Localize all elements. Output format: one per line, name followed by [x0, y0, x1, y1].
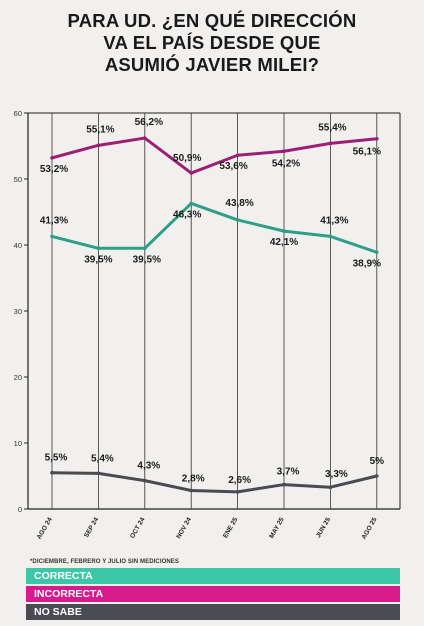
series-line-0: [50, 201, 379, 254]
series-2-label-3: 2,8%: [182, 474, 205, 485]
series-0-point-3: [189, 201, 193, 206]
series-1-point-6: [328, 141, 333, 146]
series-2-point-7: [375, 474, 379, 478]
series-0-point-6: [328, 234, 333, 239]
title-line-2: VA EL PAÍS DESDE QUE: [103, 32, 321, 53]
y-tick-label-40: 40: [14, 241, 22, 250]
series-2-label-5: 3,7%: [277, 467, 300, 478]
series-line-1: [50, 136, 379, 175]
series-line-2: [50, 471, 379, 494]
legend-incorrecta: INCORRECTA: [26, 586, 400, 602]
series-2-point-2: [143, 478, 147, 483]
y-tick-label-50: 50: [14, 175, 22, 184]
x-tick-label-1: SEP 24: [83, 516, 100, 539]
series-0-label-6: 41,3%: [320, 215, 348, 226]
series-2-label-2: 4,3%: [137, 461, 160, 472]
legend-no-sabe: NO SABE: [26, 604, 400, 620]
series-0-label-0: 41,3%: [40, 215, 68, 226]
legend: CORRECTA INCORRECTA NO SABE: [26, 568, 400, 622]
series-1-label-0: 53,2%: [40, 164, 68, 175]
series-0-label-2: 39,5%: [133, 254, 161, 265]
x-tick-label-0: AGO 24: [36, 516, 54, 540]
series-2-point-5: [282, 482, 286, 487]
y-tick-label-30: 30: [14, 307, 22, 316]
series-0-point-0: [50, 234, 54, 239]
series-0-point-2: [143, 246, 147, 251]
x-tick-label-6: JUN 25: [315, 516, 332, 539]
series-1-point-2: [143, 136, 147, 140]
legend-correcta: CORRECTA: [26, 568, 400, 584]
chart-title: PARA UD. ¿EN QUÉ DIRECCIÓN VA EL PAÍS DE…: [0, 10, 424, 76]
x-tick-label-4: ENE 25: [222, 516, 239, 539]
footnote: *DICIEMBRE, FEBRERO Y JULIO SIN MEDICION…: [30, 559, 179, 565]
series-2-label-6: 3,3%: [325, 469, 348, 480]
series-0-label-4: 43,8%: [225, 198, 253, 209]
x-tick-label-5: MAY 25: [268, 516, 286, 540]
series-0-label-1: 39,5%: [84, 254, 112, 265]
series-0-point-4: [235, 218, 240, 222]
series-2-label-0: 5,5%: [45, 453, 68, 464]
series-1-point-5: [282, 149, 286, 154]
y-tick-label-20: 20: [14, 373, 22, 382]
series-1-label-5: 54,2%: [272, 158, 300, 169]
line-chart: 0 10 20 30 40 50 60 AGO 24 SEP 24 OCT 24 NOV 24 ENE…: [14, 109, 401, 541]
y-tick-label-10: 10: [14, 439, 22, 448]
series-1-point-7: [375, 136, 379, 141]
series-1-point-0: [50, 156, 54, 160]
y-tick-label-60: 60: [14, 109, 22, 118]
series-1-label-1: 55,1%: [86, 124, 114, 135]
series-2-point-4: [235, 490, 240, 494]
series-2-label-7: 5%: [370, 456, 385, 467]
series-2-point-1: [96, 471, 101, 476]
y-tick-label-0: 0: [18, 505, 22, 514]
series-2-point-0: [50, 470, 54, 475]
x-tick-label-7: AGO 25: [361, 516, 379, 540]
series-1-label-4: 53,6%: [219, 161, 247, 172]
series-0-point-5: [282, 229, 286, 233]
x-tick-label-3: NOV 24: [175, 516, 193, 540]
series-1-label-2: 56,2%: [135, 117, 163, 128]
series-1-point-1: [96, 143, 101, 148]
series-0-point-7: [375, 250, 379, 255]
series-2-point-6: [328, 485, 333, 490]
title-line-1: PARA UD. ¿EN QUÉ DIRECCIÓN: [67, 10, 357, 31]
series-1-point-3: [189, 171, 193, 175]
series-1-label-3: 50,9%: [173, 153, 201, 164]
series-2-point-3: [189, 488, 193, 493]
series-2-label-1: 5,4%: [91, 453, 114, 464]
series-1-label-7: 56,1%: [353, 147, 381, 158]
series-1-label-6: 55,4%: [318, 122, 346, 133]
series-1-point-4: [235, 153, 240, 158]
series-0-label-3: 46,3%: [173, 209, 201, 220]
series-0-point-1: [96, 246, 101, 251]
x-tick-label-2: OCT 24: [129, 516, 147, 540]
series-0-label-5: 42,1%: [270, 237, 298, 248]
title-line-3: ASUMIÓ JAVIER MILEI?: [104, 54, 320, 75]
series-0-label-7: 38,9%: [353, 258, 381, 269]
series-2-label-4: 2,6%: [228, 475, 251, 486]
